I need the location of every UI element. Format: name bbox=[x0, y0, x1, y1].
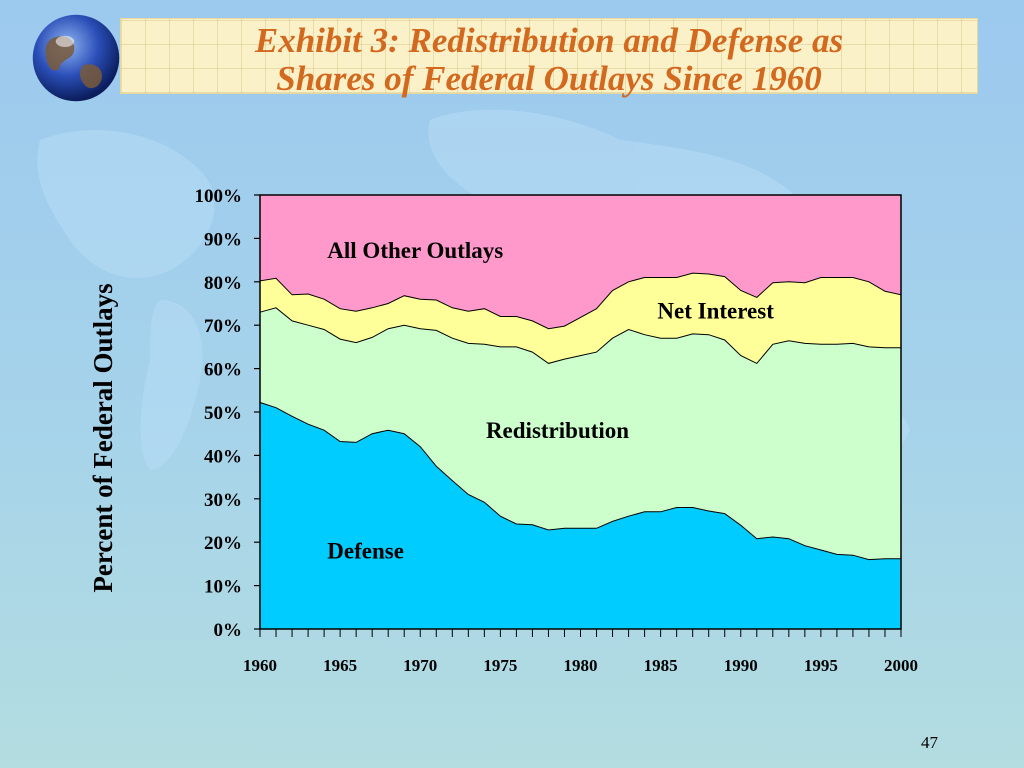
area-label-net-interest: Net Interest bbox=[657, 298, 774, 323]
y-tick-label: 60% bbox=[204, 360, 242, 381]
chart-annotations: All Other Outlays Net Interest Redistribut… bbox=[327, 238, 774, 564]
x-tick-label: 1970 bbox=[403, 656, 437, 675]
area-label-all-other-outlays: All Other Outlays bbox=[327, 238, 503, 263]
y-tick-label: 0% bbox=[214, 620, 243, 641]
area-label-defense: Defense bbox=[327, 539, 404, 564]
x-tick-label: 2000 bbox=[884, 656, 918, 675]
y-axis-ticks: 0% 10% 20% 30% 40% 50% 60% 70% 80% 90% 100% bbox=[195, 186, 260, 641]
x-tick-label: 1990 bbox=[724, 656, 758, 675]
area-series-defense bbox=[259, 401, 902, 630]
x-tick-label: 1980 bbox=[564, 656, 598, 675]
x-tick-label: 1960 bbox=[243, 656, 277, 675]
y-tick-label: 70% bbox=[204, 316, 242, 337]
slide-title-line-1: Exhibit 3: Redistribution and Defense as bbox=[254, 21, 844, 60]
y-tick-label: 90% bbox=[204, 229, 242, 250]
x-axis-ticks: 1960 1965 1970 1975 1980 1985 1990 1995 2000 bbox=[243, 629, 918, 675]
y-tick-label: 40% bbox=[204, 446, 242, 467]
x-tick-label: 1995 bbox=[804, 656, 838, 675]
y-tick-label: 20% bbox=[204, 533, 242, 554]
area-label-redistribution: Redistribution bbox=[486, 418, 629, 443]
y-tick-label: 50% bbox=[204, 403, 242, 424]
y-tick-label: 80% bbox=[204, 273, 242, 294]
page-number: 47 bbox=[921, 733, 938, 752]
slide-title-line-2: Shares of Federal Outlays Since 1960 bbox=[276, 59, 822, 98]
x-tick-label: 1965 bbox=[323, 656, 357, 675]
y-tick-label: 10% bbox=[204, 577, 242, 598]
y-tick-label: 100% bbox=[195, 186, 243, 207]
chart-areas bbox=[259, 194, 902, 630]
x-tick-label: 1975 bbox=[483, 656, 517, 675]
x-tick-label: 1985 bbox=[644, 656, 678, 675]
slide-title: Exhibit 3: Redistribution and Defense as… bbox=[120, 18, 978, 98]
y-tick-label: 30% bbox=[204, 490, 242, 511]
title-banner bbox=[120, 18, 978, 94]
y-axis-label: Percent of Federal Outlays bbox=[88, 283, 118, 593]
globe-icon bbox=[32, 14, 120, 102]
